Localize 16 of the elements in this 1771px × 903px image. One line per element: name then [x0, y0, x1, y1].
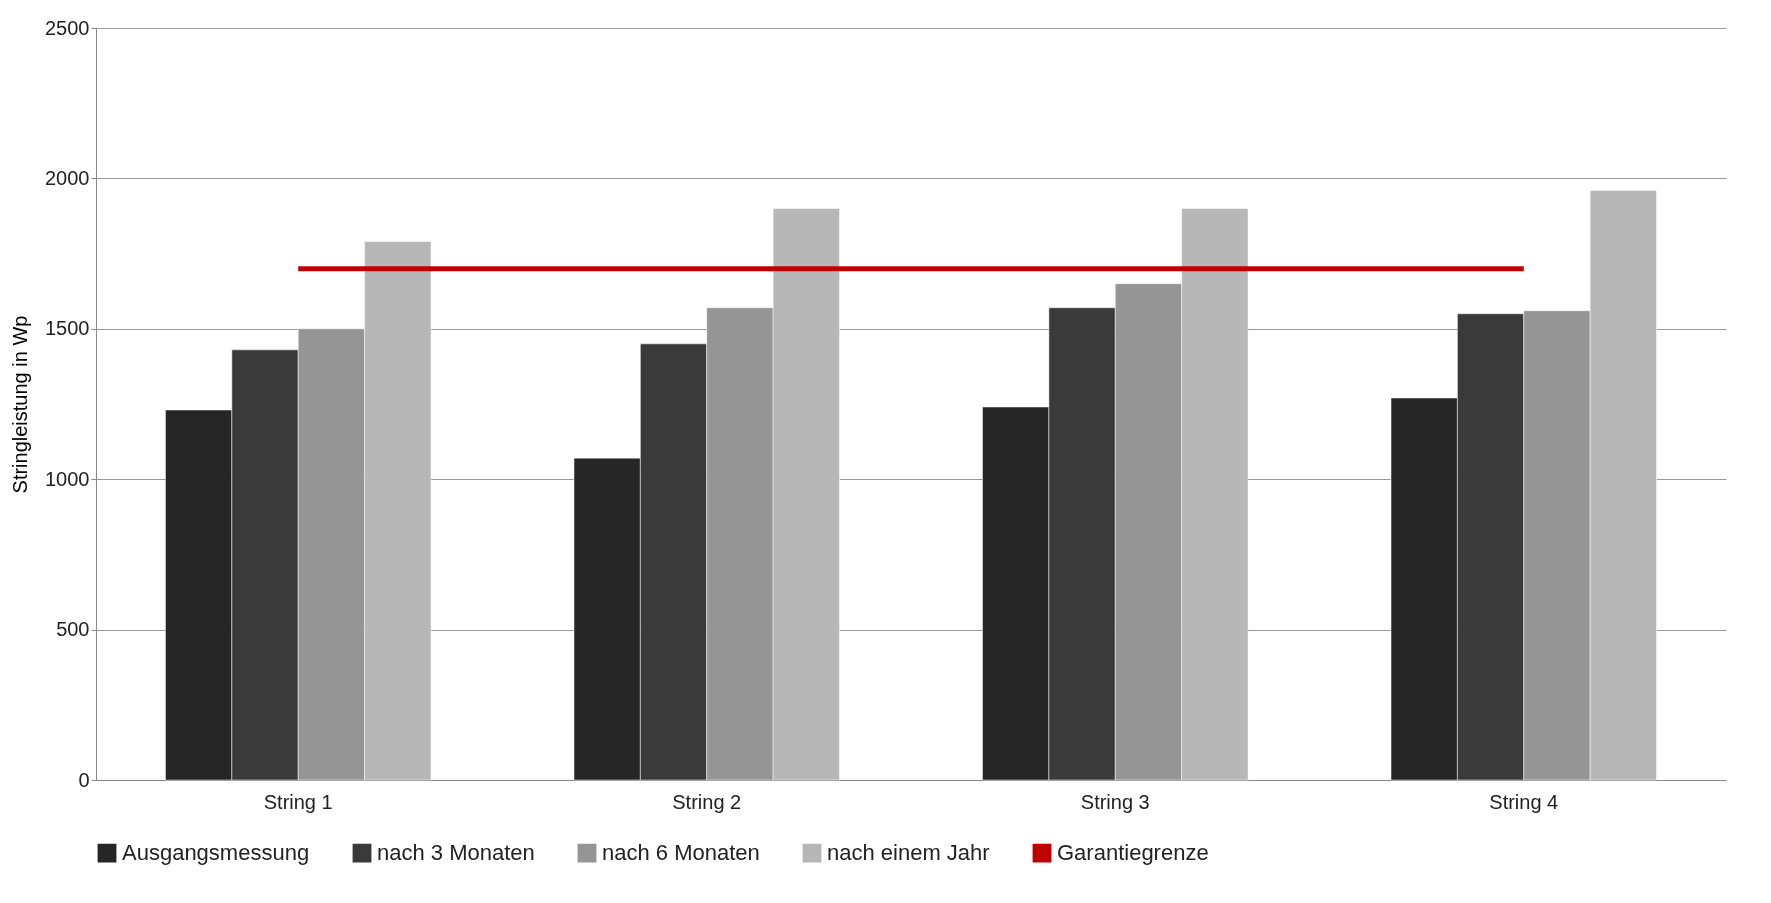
y-tick-label: 2500 — [45, 16, 90, 39]
legend-label: nach einem Jahr — [827, 840, 990, 866]
y-tick-label: 0 — [78, 768, 90, 791]
x-tick-label: String 3 — [1080, 790, 1150, 813]
y-tick-label: 1000 — [45, 467, 90, 490]
legend-label: nach 6 Monaten — [602, 840, 760, 866]
y-tick-label: 500 — [56, 618, 90, 641]
y-tick-label: 1500 — [45, 317, 90, 340]
y-tick-label: 2000 — [45, 166, 90, 189]
legend-label: Garantiegrenze — [1057, 840, 1209, 866]
x-tick-label: String 4 — [1489, 790, 1559, 813]
legend-label: nach 3 Monaten — [377, 840, 535, 866]
x-tick-label: String 2 — [672, 790, 742, 813]
x-tick-label: String 1 — [263, 790, 333, 813]
legend-label: Ausgangsmessung — [122, 840, 310, 866]
y-axis-title: Stringleistung in Wp — [9, 315, 32, 494]
